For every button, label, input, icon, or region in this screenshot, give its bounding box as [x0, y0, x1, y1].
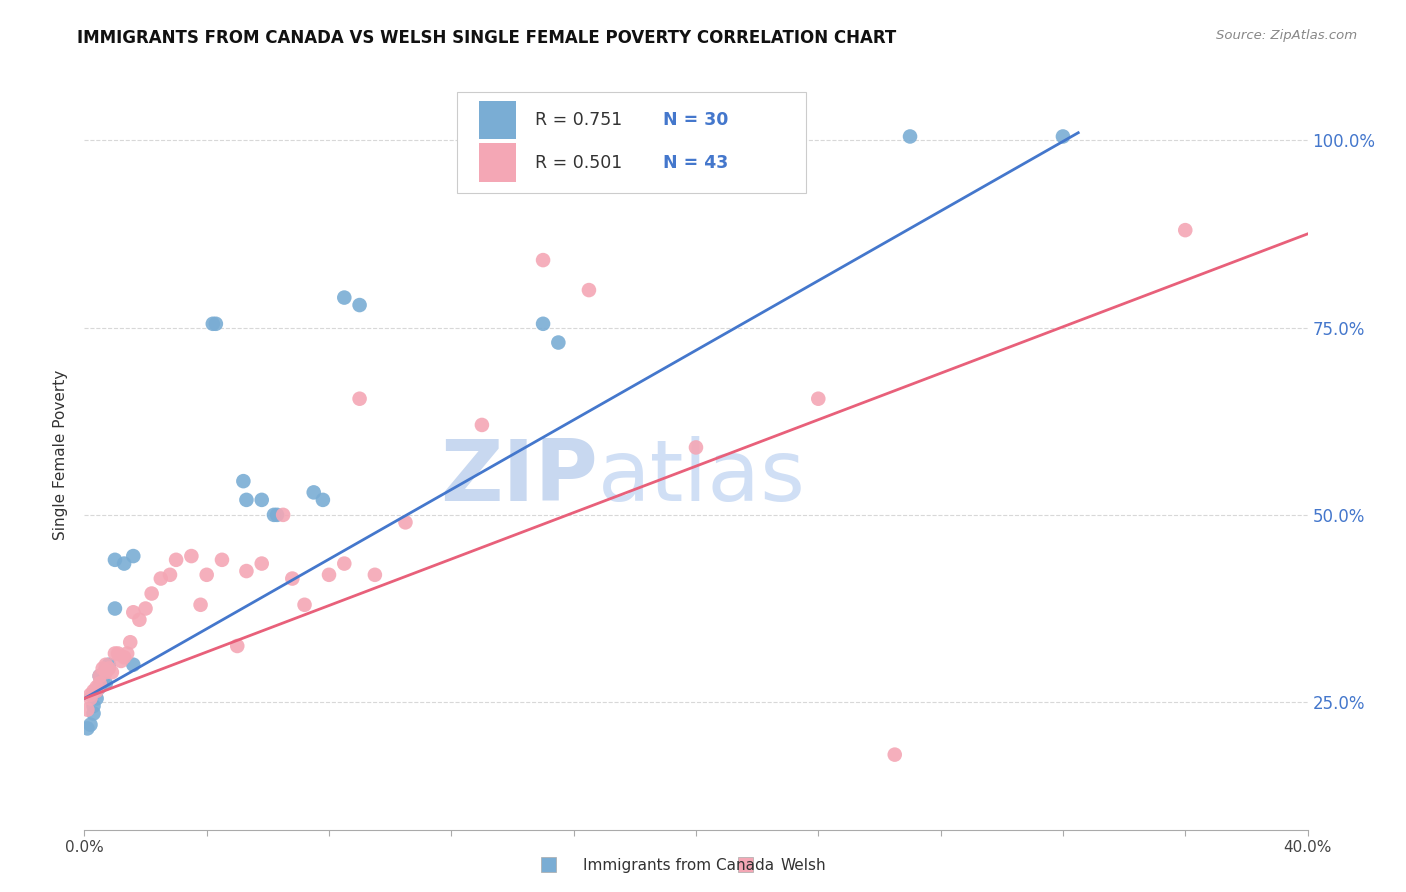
Text: N = 30: N = 30: [664, 111, 728, 129]
Point: [235, 564, 257, 578]
Point: [91, 661, 114, 675]
Point: [1052, 129, 1074, 144]
Text: ZIP: ZIP: [440, 436, 598, 519]
Point: [333, 291, 356, 305]
Point: [364, 567, 387, 582]
Point: [883, 747, 905, 762]
Point: [394, 516, 416, 530]
Point: [86, 680, 108, 694]
Point: [685, 441, 707, 455]
FancyBboxPatch shape: [479, 101, 516, 139]
Point: [898, 129, 921, 144]
Point: [1174, 223, 1197, 237]
Point: [128, 613, 150, 627]
Point: [349, 392, 371, 406]
Point: [302, 485, 325, 500]
Text: Welsh: Welsh: [780, 858, 825, 872]
Point: [180, 549, 202, 563]
Point: [294, 598, 316, 612]
Point: [86, 691, 108, 706]
Point: [83, 706, 105, 721]
Point: [94, 676, 117, 690]
Point: [89, 680, 111, 694]
Point: [76, 722, 98, 736]
Point: [271, 508, 294, 522]
Point: [79, 688, 101, 702]
Point: [112, 650, 135, 665]
Point: [86, 684, 108, 698]
Point: [97, 661, 120, 675]
Text: IMMIGRANTS FROM CANADA VS WELSH SINGLE FEMALE POVERTY CORRELATION CHART: IMMIGRANTS FROM CANADA VS WELSH SINGLE F…: [77, 29, 897, 46]
Point: [94, 661, 117, 675]
Point: [86, 684, 108, 698]
Point: [205, 317, 228, 331]
Point: [547, 335, 569, 350]
Point: [83, 698, 105, 713]
Point: [250, 492, 273, 507]
Point: [318, 567, 340, 582]
Point: [104, 553, 127, 567]
Point: [97, 657, 120, 672]
Point: [141, 586, 163, 600]
Point: [349, 298, 371, 312]
Point: [101, 665, 124, 680]
Point: [83, 684, 105, 698]
FancyBboxPatch shape: [457, 92, 806, 193]
Point: [312, 492, 335, 507]
Point: [94, 665, 117, 680]
Point: [104, 601, 127, 615]
Point: [94, 657, 117, 672]
Point: [531, 317, 554, 331]
Point: [807, 392, 830, 406]
Point: [190, 598, 212, 612]
Point: [281, 572, 304, 586]
Y-axis label: Single Female Poverty: Single Female Poverty: [53, 370, 69, 540]
Point: [104, 647, 127, 661]
Point: [122, 549, 145, 563]
Text: Source: ZipAtlas.com: Source: ZipAtlas.com: [1216, 29, 1357, 42]
Text: atlas: atlas: [598, 436, 806, 519]
Point: [266, 508, 288, 522]
Point: [115, 647, 138, 661]
Point: [122, 605, 145, 619]
Bar: [541, 857, 557, 872]
Point: [195, 567, 218, 582]
Point: [578, 283, 600, 297]
Point: [76, 703, 98, 717]
Point: [226, 639, 249, 653]
Point: [159, 567, 181, 582]
Text: N = 43: N = 43: [664, 153, 728, 171]
Point: [112, 557, 135, 571]
Point: [250, 557, 273, 571]
Point: [110, 654, 132, 668]
Point: [263, 508, 285, 522]
Point: [149, 572, 172, 586]
Point: [107, 647, 129, 661]
Point: [235, 492, 257, 507]
FancyBboxPatch shape: [479, 144, 516, 182]
Point: [165, 553, 187, 567]
Point: [89, 676, 111, 690]
Point: [201, 317, 224, 331]
Point: [89, 669, 111, 683]
Text: R = 0.501: R = 0.501: [534, 153, 621, 171]
Text: R = 0.751: R = 0.751: [534, 111, 621, 129]
Point: [79, 717, 101, 731]
Point: [232, 474, 254, 488]
Point: [79, 691, 101, 706]
Text: Immigrants from Canada: Immigrants from Canada: [583, 858, 775, 872]
Point: [91, 673, 114, 687]
Point: [120, 635, 142, 649]
Point: [135, 601, 157, 615]
Point: [211, 553, 233, 567]
Bar: [738, 857, 754, 872]
Point: [471, 417, 494, 432]
Point: [89, 669, 111, 683]
Point: [531, 253, 554, 268]
Point: [333, 557, 356, 571]
Point: [122, 657, 145, 672]
